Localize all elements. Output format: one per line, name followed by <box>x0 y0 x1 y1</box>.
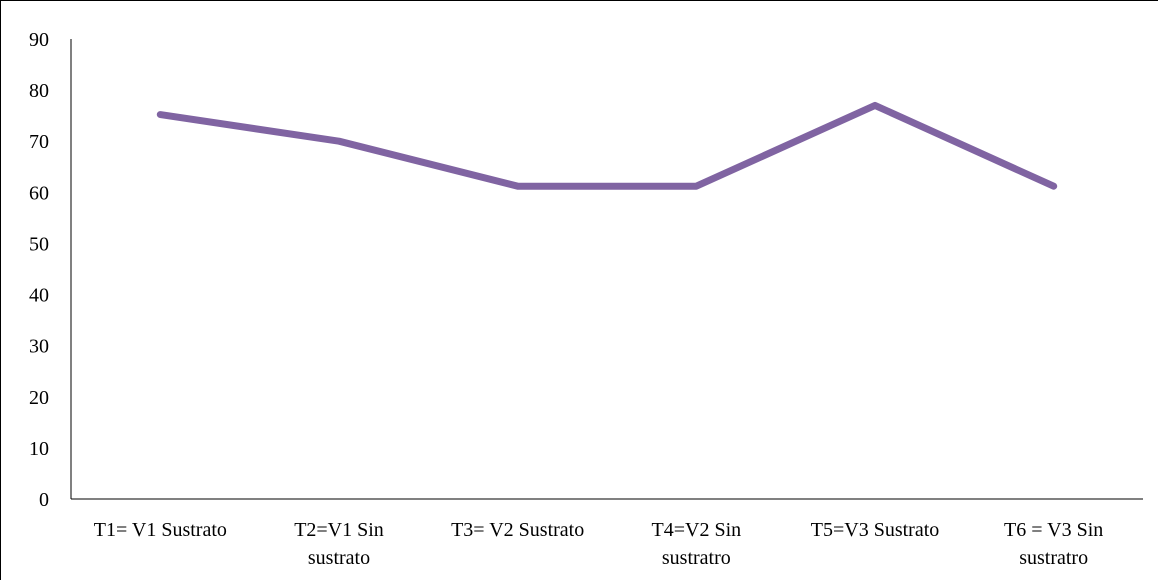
y-tick-label: 70 <box>29 131 49 153</box>
x-tick-label: T6 = V3 Sin <box>1004 519 1103 541</box>
y-tick-label: 40 <box>29 285 49 307</box>
data-point <box>338 140 340 142</box>
x-tick-label: T5=V3 Sustrato <box>811 519 940 541</box>
y-tick-label: 60 <box>29 182 49 204</box>
series-group <box>156 101 1058 190</box>
data-point <box>517 185 519 187</box>
x-tick-label: T4=V2 Sin <box>652 519 742 541</box>
y-tick-label: 30 <box>29 336 49 358</box>
x-tick-label: T1= V1 Sustrato <box>94 519 227 541</box>
data-point <box>874 104 876 106</box>
data-point <box>695 185 697 187</box>
data-point <box>1053 185 1055 187</box>
series-line-0 <box>156 101 1058 190</box>
x-tick-label: sustrato <box>308 547 370 569</box>
y-tick-label: 0 <box>39 489 49 511</box>
y-tick-label: 80 <box>29 80 49 102</box>
data-point <box>159 114 161 116</box>
y-tick-label: 50 <box>29 233 49 255</box>
x-tick-label: T2=V1 Sin <box>294 519 384 541</box>
y-axis: 0 10 20 30 40 50 60 70 80 90 <box>29 29 72 511</box>
x-axis: T1= V1 Sustrato T2=V1 Sin sustrato T3= V2 S… <box>71 498 1143 569</box>
y-tick-label: 90 <box>29 29 49 51</box>
y-tick-label: 20 <box>29 387 49 409</box>
x-tick-label: sustratro <box>1019 547 1088 569</box>
x-tick-label: T3= V2 Sustrato <box>451 519 584 541</box>
y-tick-label: 10 <box>29 438 49 460</box>
x-tick-label: sustratro <box>662 547 731 569</box>
